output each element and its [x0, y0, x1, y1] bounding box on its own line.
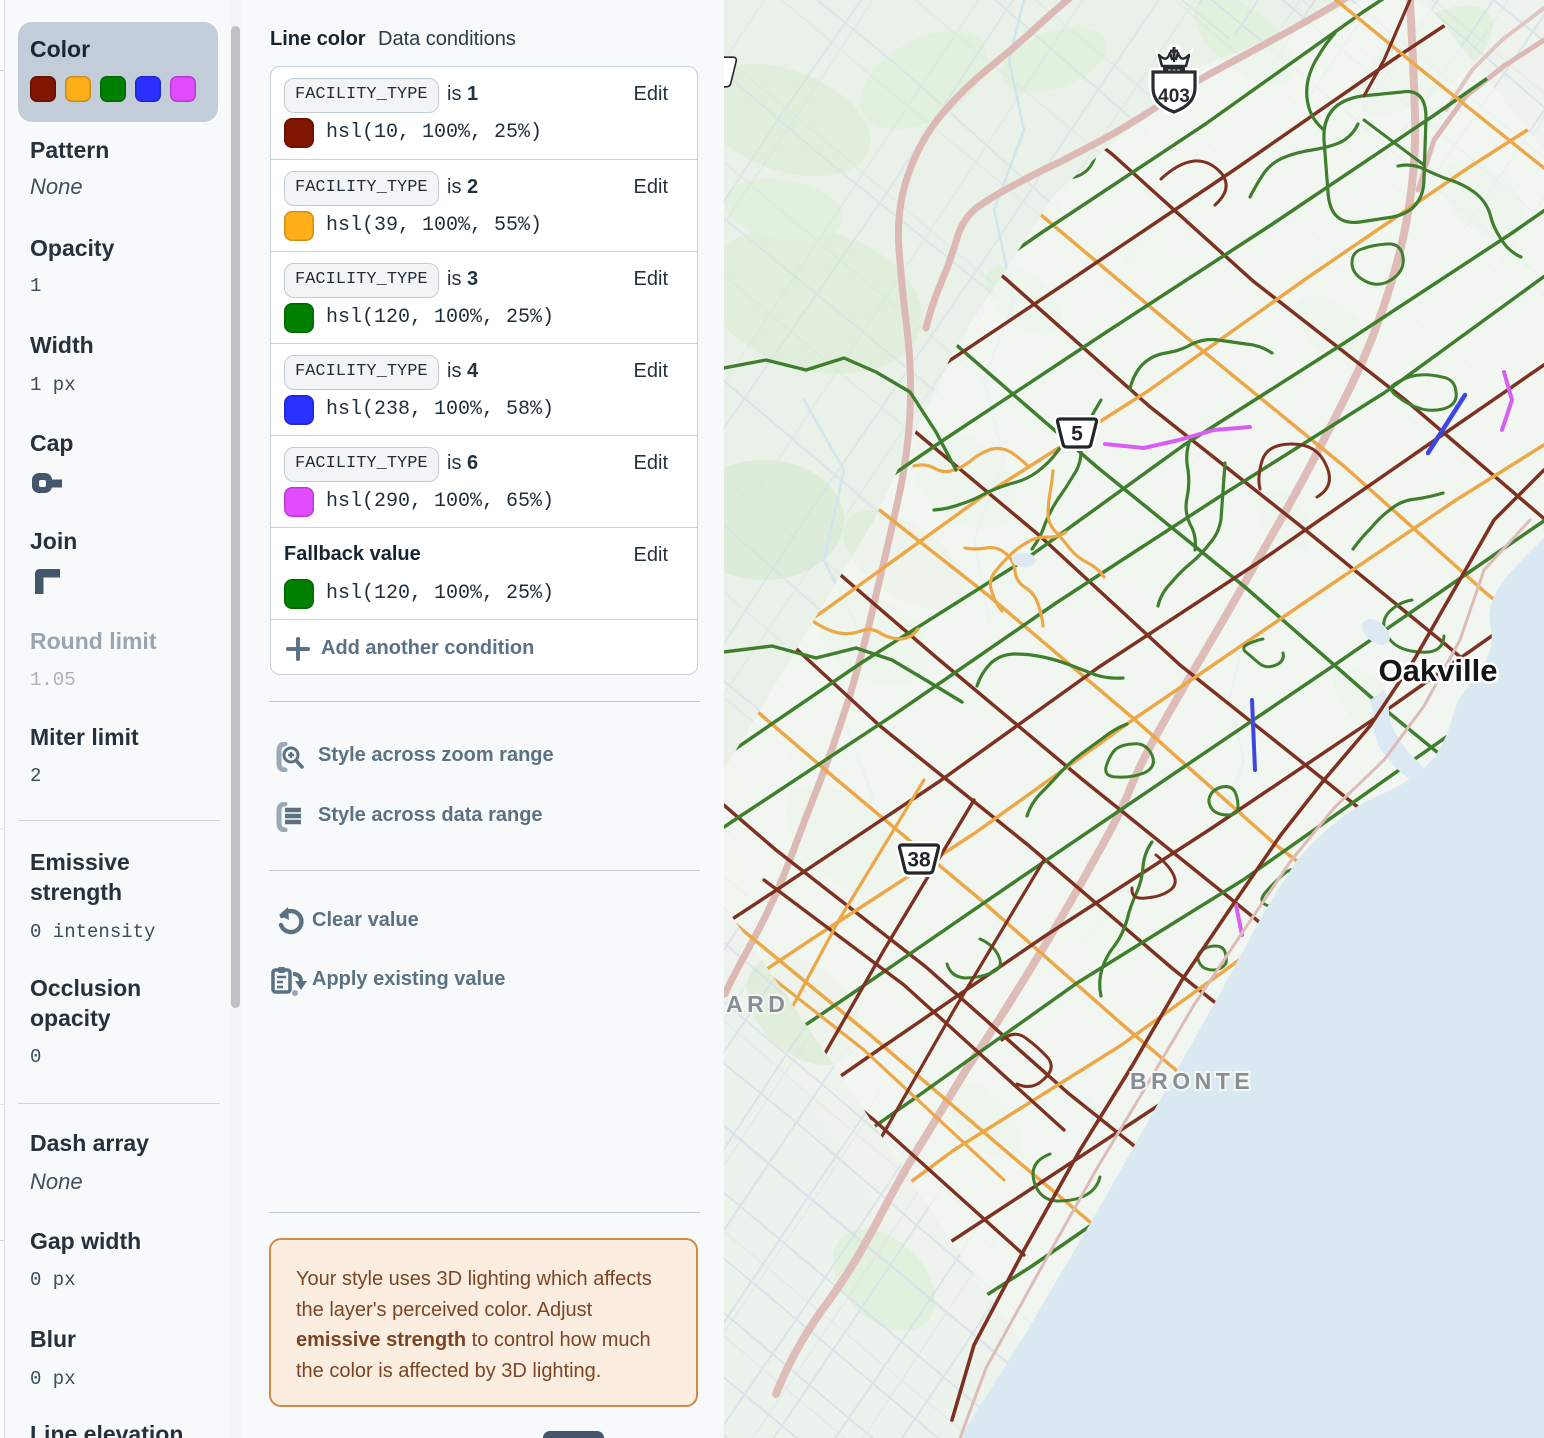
svg-text:Oakville: Oakville	[1379, 653, 1498, 688]
svg-text:403: 403	[1158, 86, 1190, 107]
svg-text:ARD: ARD	[726, 991, 789, 1017]
svg-text:5: 5	[1071, 423, 1083, 446]
svg-text:38: 38	[907, 849, 931, 872]
svg-text:BRONTE: BRONTE	[1130, 1068, 1254, 1094]
